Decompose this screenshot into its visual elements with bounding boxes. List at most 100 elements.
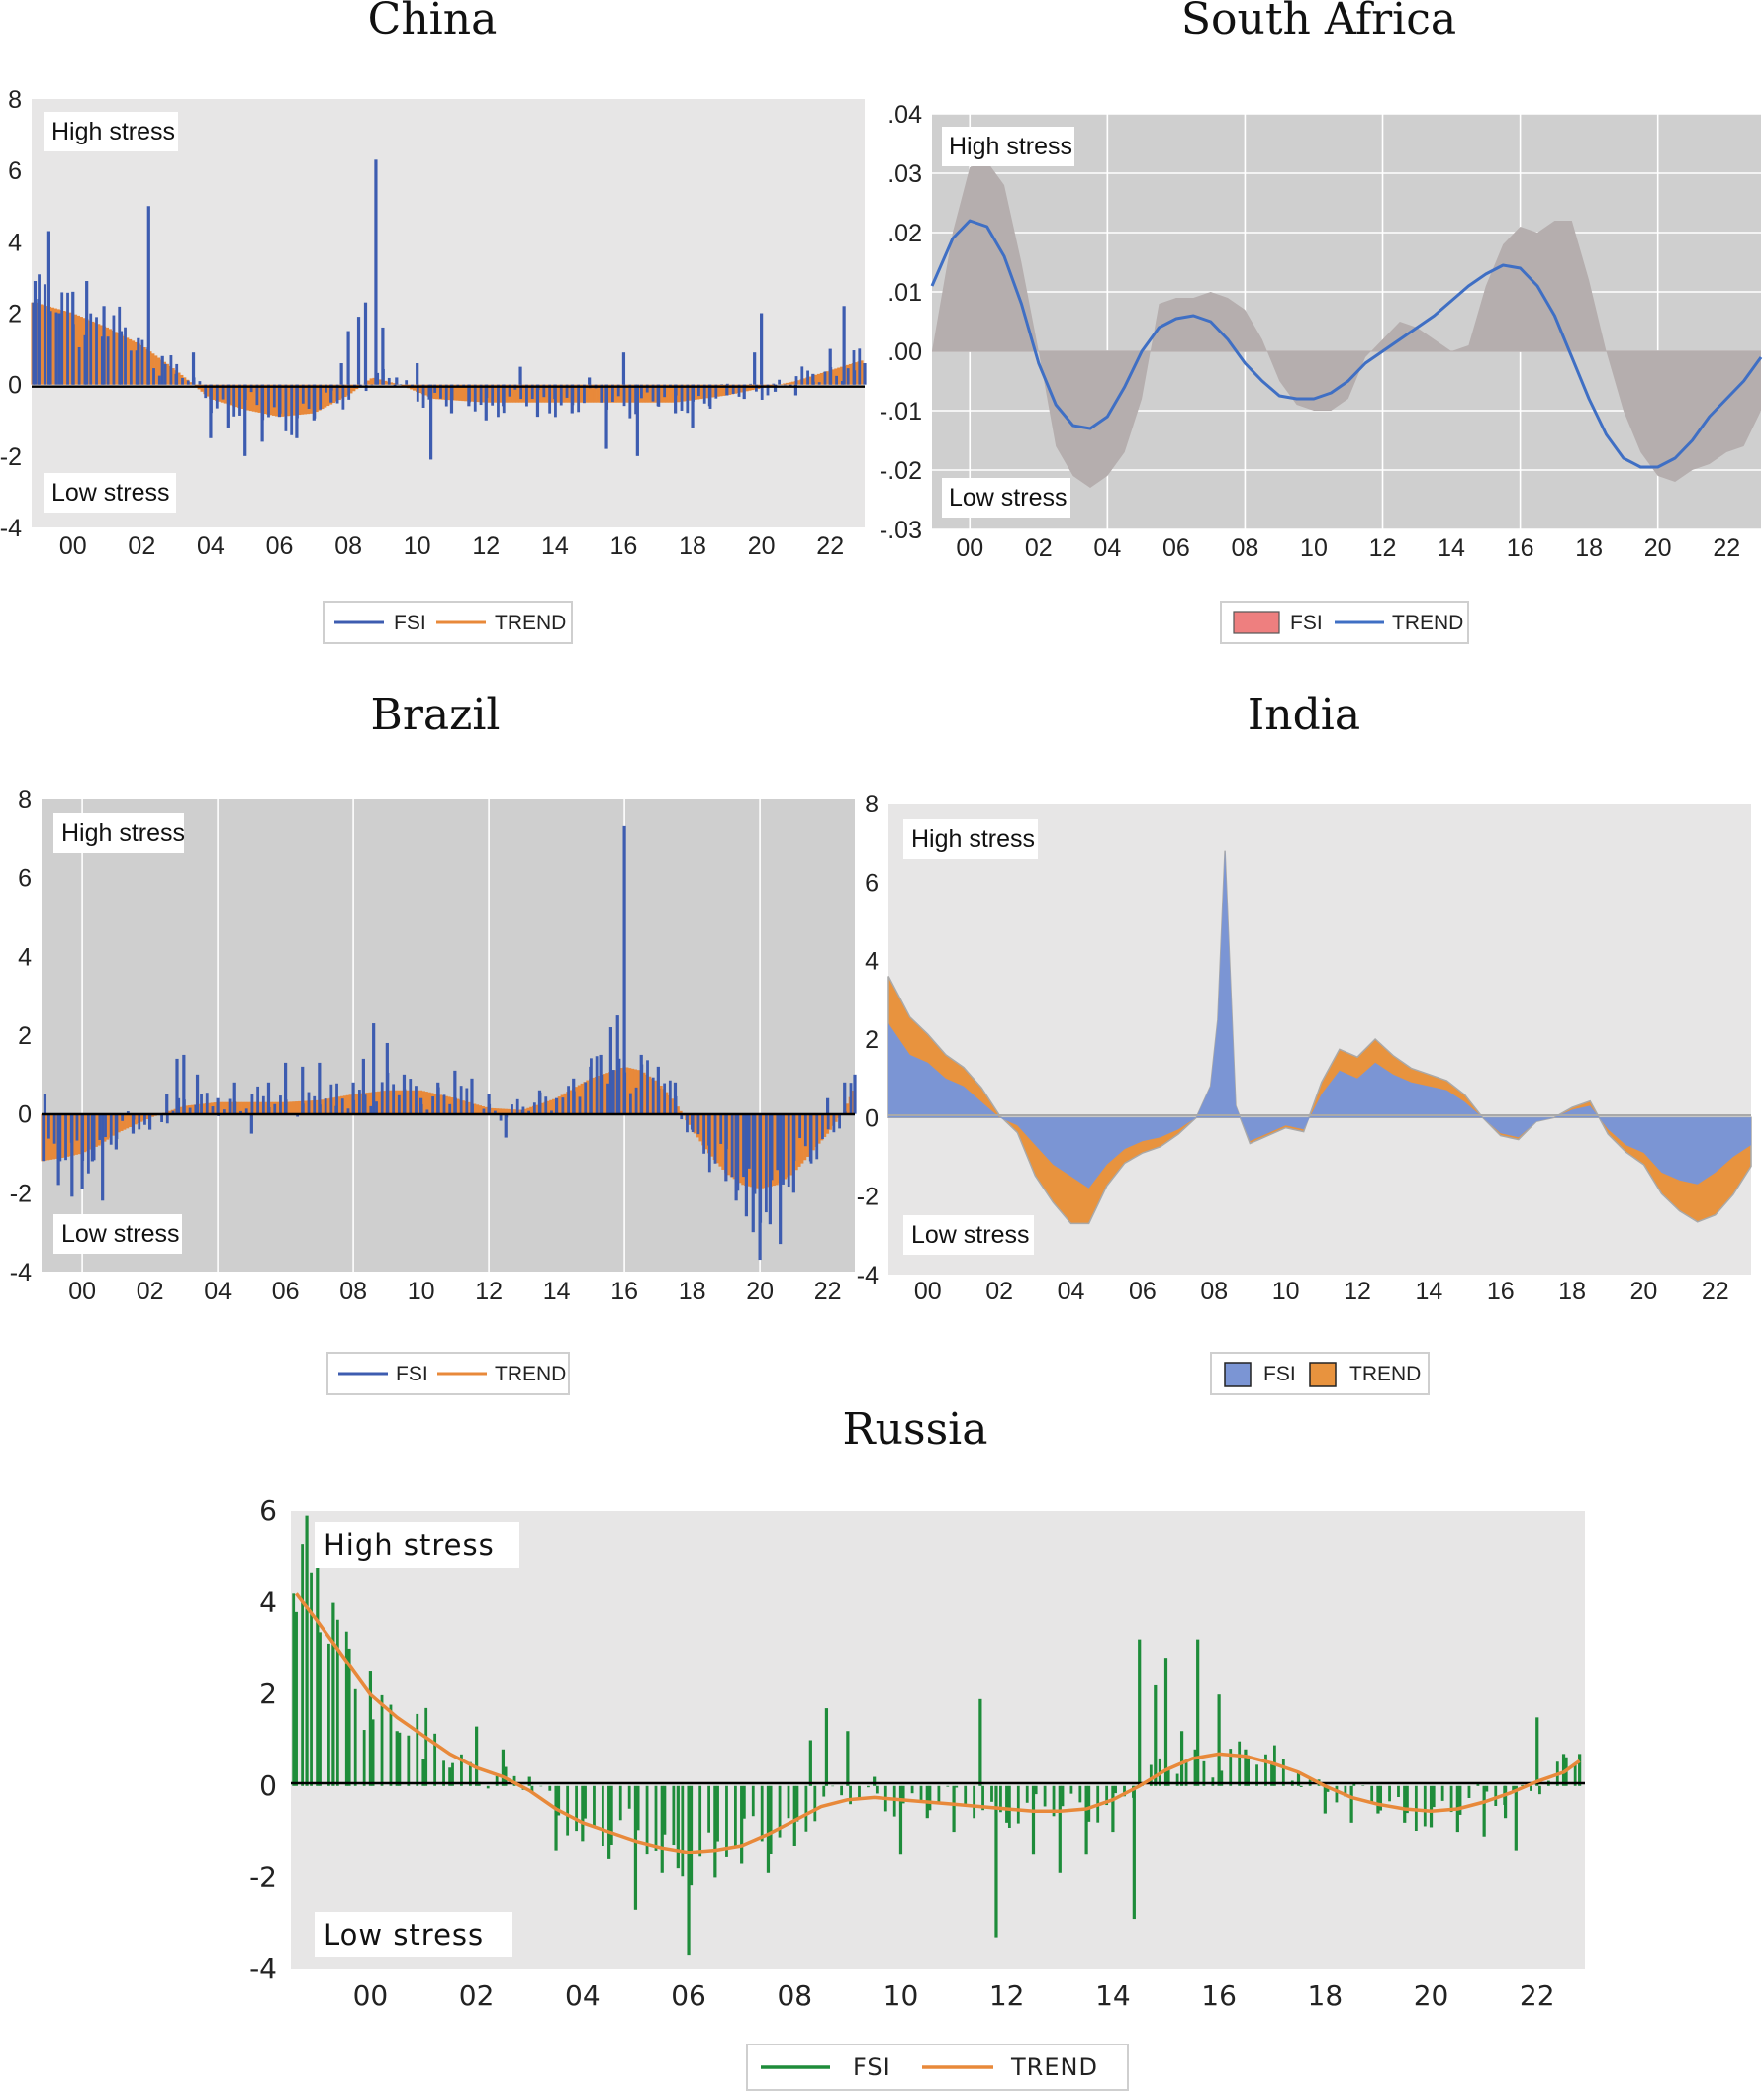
russia-x-tick-label: 04 xyxy=(565,1979,601,2012)
russia-fsi-bar xyxy=(690,1785,694,1886)
russia-fsi-spike xyxy=(368,1671,373,1786)
china-trend-bar xyxy=(455,384,459,401)
india-fsi-layer xyxy=(888,850,1751,1189)
china-fsi-bar xyxy=(319,384,323,410)
china-trend-bar xyxy=(647,384,652,403)
china-fsi-spike xyxy=(119,331,124,385)
russia-fsi-bar xyxy=(1458,1785,1462,1815)
china-fsi-bar xyxy=(267,384,270,418)
india-legend: FSI TREND xyxy=(1210,1352,1430,1395)
russia-fsi-bar xyxy=(990,1785,993,1802)
china-fsi-bar xyxy=(600,384,603,403)
brazil-x-tick-label: 00 xyxy=(68,1278,96,1305)
china-trend-bar xyxy=(550,384,554,403)
china-trend-bar xyxy=(435,384,439,400)
brazil-trend-bar xyxy=(213,1102,217,1114)
russia-y-axis: 6 4 2 0 -2 -4 xyxy=(249,1494,277,1985)
china-x-axis: 00 02 04 06 08 10 12 14 16 18 20 22 xyxy=(59,532,844,560)
brazil-x-tick-label: 10 xyxy=(408,1278,435,1305)
china-trend-bar xyxy=(840,366,844,385)
russia-fsi-spike xyxy=(1482,1785,1486,1837)
brazil-fsi-spike xyxy=(385,1042,389,1114)
brazil-fsi-bar xyxy=(776,1113,780,1171)
china-fsi-bar xyxy=(755,384,758,392)
china-trend-bar xyxy=(527,384,531,403)
russia-fsi-spike xyxy=(1196,1639,1200,1786)
china-trend-bar xyxy=(315,384,319,413)
china-trend-bar xyxy=(401,384,405,386)
china-fsi-bar xyxy=(124,327,127,385)
china-fsi-spike xyxy=(449,384,454,414)
brazil-trend-bar xyxy=(230,1101,233,1114)
brazil-trend-bar xyxy=(411,1090,415,1114)
russia-fsi-bar xyxy=(1247,1755,1250,1786)
china-trend-bar xyxy=(269,384,273,416)
china-trend-bar xyxy=(461,384,465,402)
brazil-trend-bar xyxy=(184,1105,189,1114)
brazil-high-stress-label: High stress xyxy=(61,819,185,847)
china-fsi-spike xyxy=(621,352,626,385)
russia-fsi-bar xyxy=(609,1785,613,1846)
china-fsi-bar xyxy=(341,384,345,410)
russia-fsi-spike xyxy=(633,1785,638,1910)
brazil-trend-bar xyxy=(586,1080,590,1114)
china-fsi-spike xyxy=(160,355,164,385)
russia-fsi-bar xyxy=(353,1688,357,1786)
brazil-fsi-bar xyxy=(160,1113,163,1122)
china-trend-bar xyxy=(561,384,566,403)
russia-fsi-spike xyxy=(475,1726,479,1786)
china-fsi-bar xyxy=(519,384,523,400)
brazil-trend-bar xyxy=(613,1070,618,1114)
russia-fsi-spike xyxy=(1429,1785,1434,1828)
brazil-trend-bar xyxy=(281,1101,285,1114)
china-fsi-spike xyxy=(37,299,41,385)
brazil-trend-bar xyxy=(173,1108,177,1114)
china-fsi-spike xyxy=(174,373,178,385)
russia-fsi-bar xyxy=(892,1785,896,1817)
south-africa-y-tick-label: -.03 xyxy=(880,517,922,544)
brazil-trend-bar xyxy=(784,1113,788,1180)
china-trend-bar xyxy=(475,384,480,403)
brazil-trend-bar xyxy=(800,1113,804,1164)
china-fsi-bar xyxy=(554,384,557,418)
china-trend-bar xyxy=(251,384,255,412)
brazil-legend-trend: TREND xyxy=(495,1363,566,1385)
china-fsi-spike xyxy=(57,313,61,385)
brazil-x-axis: 00 02 04 06 08 10 12 14 16 18 20 22 xyxy=(68,1278,841,1305)
china-trend-bar xyxy=(515,384,519,403)
russia-fsi-spike xyxy=(1323,1785,1327,1814)
russia-fsi-bar xyxy=(389,1704,393,1786)
china-trend-bar xyxy=(157,357,161,385)
russia-fsi-bar xyxy=(1069,1785,1073,1794)
china-fsi-bar xyxy=(628,384,632,419)
brazil-fsi-spike xyxy=(751,1113,755,1233)
china-fsi-bar xyxy=(387,377,391,385)
brazil-trend-bar xyxy=(761,1113,765,1189)
china-trend-bar xyxy=(50,307,54,385)
brazil-trend-bar xyxy=(630,1068,635,1114)
russia-fsi-bar xyxy=(698,1785,702,1857)
russia-fsi-bar xyxy=(1299,1785,1303,1787)
china-fsi-bar xyxy=(858,348,862,385)
china-fsi-spike xyxy=(71,291,75,385)
brazil-fsi-bar xyxy=(126,1111,130,1114)
brazil-y-tick-label: 4 xyxy=(18,943,32,971)
china-trend-bar xyxy=(73,314,78,385)
brazil-trend-bar xyxy=(207,1102,212,1114)
china-fsi-bar xyxy=(204,384,208,399)
china-trend-bar xyxy=(369,378,373,385)
china-fsi-bar xyxy=(198,381,202,385)
china-trend-bar xyxy=(389,382,394,385)
brazil-fsi-bar xyxy=(826,1113,830,1130)
brazil-y-tick-label: 0 xyxy=(18,1101,32,1129)
brazil-fsi-bar xyxy=(109,1113,113,1145)
china-fsi-bar xyxy=(794,376,798,385)
china-title: China xyxy=(368,0,498,45)
brazil-fsi-spike xyxy=(56,1113,60,1186)
china-x-tick-label: 18 xyxy=(679,532,706,560)
brazil-fsi-spike xyxy=(808,1113,813,1162)
south-africa-y-tick-label: .01 xyxy=(887,279,922,307)
china-fsi-spike xyxy=(604,384,608,449)
china-trend-bar xyxy=(481,384,485,403)
